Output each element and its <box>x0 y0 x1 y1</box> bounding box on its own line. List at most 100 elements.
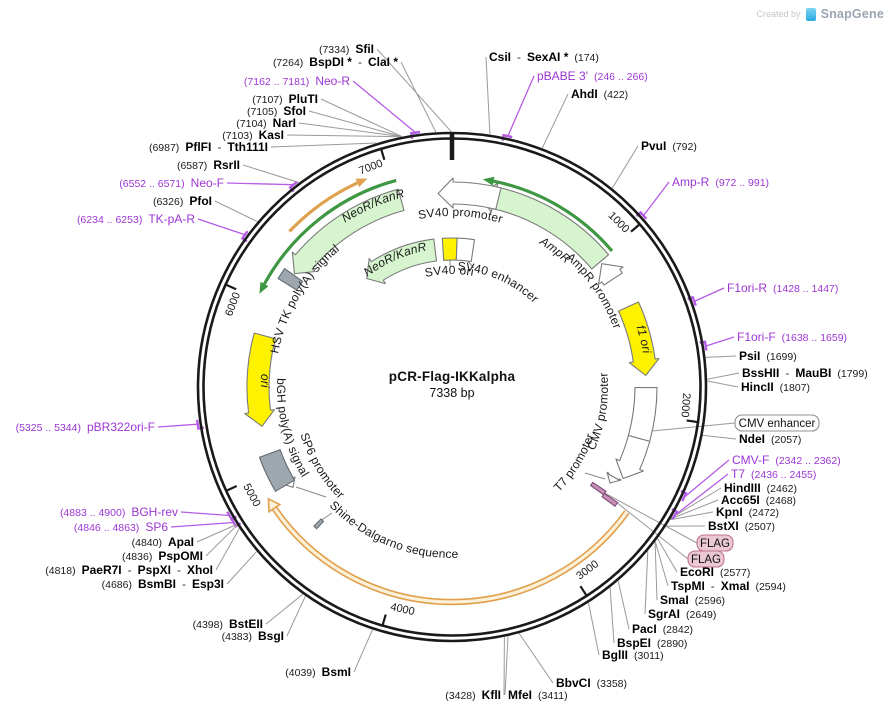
enzyme-label-bspei[interactable]: BspEI (2890) <box>617 636 687 650</box>
feature-flag[interactable] <box>589 481 607 496</box>
feature-flag[interactable] <box>601 492 619 507</box>
primer-label-cmv-f[interactable]: CMV-F (2342 .. 2362) <box>732 453 841 467</box>
enzyme-label-pvui[interactable]: PvuI (792) <box>641 139 697 153</box>
feature-neor-kanr-inner[interactable] <box>366 238 438 285</box>
feature-ori[interactable] <box>244 332 277 427</box>
enzyme-label-kfli[interactable]: (3428) KflI <box>445 688 501 702</box>
feature-bgh-poly-a-signal[interactable] <box>258 448 296 493</box>
enzyme-label-bstxi[interactable]: BstXI (2507) <box>708 519 775 533</box>
primer-label-pbabe-3-[interactable]: pBABE 3' (246 .. 266) <box>537 69 648 83</box>
feature-hsv-tk-poly-a-signal[interactable] <box>277 267 304 291</box>
cmv-enhancer-label-box[interactable] <box>734 414 820 432</box>
primer-label-sp6[interactable]: (4846 .. 4863) SP6 <box>74 520 168 534</box>
feature-t7-promoter[interactable] <box>606 471 622 484</box>
feature-sv40-ori[interactable] <box>441 237 458 261</box>
leader-line-paer7i-pspxi-xhoi <box>215 528 240 571</box>
enzyme-label-bsmbi-esp3i[interactable]: (4686) BsmBI - Esp3I <box>102 577 224 591</box>
leader-line-csii-sexai- <box>485 56 491 135</box>
feature-f1-ori[interactable] <box>617 301 660 377</box>
boxed-label-leader-line <box>598 489 698 544</box>
snapgene-brand-text: SnapGene <box>820 7 884 21</box>
feature-label-ori[interactable]: ori <box>258 374 272 388</box>
enzyme-label-hincii[interactable]: HincII (1807) <box>741 380 810 394</box>
enzyme-label-sfii[interactable]: (7334) SfiI <box>319 42 374 56</box>
primer-label-amp-r[interactable]: Amp-R (972 .. 991) <box>672 175 769 189</box>
enzyme-label-csii-sexai-[interactable]: CsiI - SexAI * (174) <box>489 50 599 64</box>
leader-line-bgh-rev <box>180 511 230 517</box>
enzyme-label-apai[interactable]: (4840) ApaI <box>132 535 194 549</box>
enzyme-label-bbvci[interactable]: BbvCI (3358) <box>556 676 627 690</box>
enzyme-label-kpni[interactable]: KpnI (2472) <box>716 505 779 519</box>
enzyme-label-ahdi[interactable]: AhdI (422) <box>571 87 628 101</box>
primer-site-tick <box>240 230 249 243</box>
features <box>244 176 660 606</box>
feature-orf-neor[interactable] <box>262 178 397 285</box>
feature-sv40-promoter[interactable] <box>437 177 502 210</box>
primer-label-pbr322ori-f[interactable]: (5325 .. 5344) pBR322ori-F <box>16 420 155 434</box>
primer-site-tick <box>680 489 688 502</box>
enzyme-label-pluti[interactable]: (7107) PluTI <box>252 92 318 106</box>
leader-line-smai <box>654 541 658 601</box>
enzyme-label-smai[interactable]: SmaI (2596) <box>660 593 725 607</box>
leader-line-bspdi-clai- <box>400 61 437 133</box>
flag-tag-label-2-box[interactable] <box>687 550 725 568</box>
leader-line-bsshii-maubi <box>707 372 740 380</box>
primer-label-neo-f[interactable]: (6552 .. 6571) Neo-F <box>119 176 224 190</box>
primer-label-bgh-rev[interactable]: (4883 .. 4900) BGH-rev <box>60 505 178 519</box>
primer-label-f1ori-r[interactable]: F1ori-R (1428 .. 1447) <box>727 281 838 295</box>
leader-line-f1ori-r <box>694 287 725 302</box>
cmv-enhancer-label-text: CMV enhancer <box>739 418 816 430</box>
primer-site-tick <box>699 340 708 351</box>
feature-orf-ampr[interactable] <box>493 179 614 253</box>
enzyme-label-bsmi[interactable]: (4039) BsmI <box>285 665 351 679</box>
scale-tick-1000 <box>630 223 641 233</box>
primer-label-tk-pa-r[interactable]: (6234 .. 6253) TK-pA-R <box>77 212 195 226</box>
enzyme-label-sgrai[interactable]: SgrAI (2649) <box>648 607 716 621</box>
leader-line-ecori <box>657 538 678 573</box>
leader-line-paci <box>617 580 630 630</box>
feature-label-t7-promoter[interactable]: T7 promoter <box>551 431 597 494</box>
enzyme-label-bsshii-maubi[interactable]: BssHII - MauBI (1799) <box>742 366 868 380</box>
scale-tick-5000 <box>226 485 238 492</box>
leader-line-f1ori-f <box>705 336 735 347</box>
enzyme-label-hindiii[interactable]: HindIII (2462) <box>724 481 797 495</box>
scale-tick-2000 <box>686 419 698 424</box>
leader-line-sp6 <box>170 521 234 528</box>
enzyme-label-bsgi[interactable]: (4383) BsgI <box>222 629 284 643</box>
enzyme-label-bsteii[interactable]: (4398) BstEII <box>193 617 263 631</box>
enzyme-label-rsrii[interactable]: (6587) RsrII <box>177 158 240 172</box>
leader-line-ndei <box>702 434 737 440</box>
feature-cmv-enhancer[interactable] <box>627 386 658 443</box>
enzyme-label-ndei[interactable]: NdeI (2057) <box>739 432 801 446</box>
enzyme-label-pfoi[interactable]: (6326) PfoI <box>153 194 212 208</box>
feature-sv40-enhancer[interactable] <box>455 237 476 263</box>
enzyme-label-tspmi-xmai[interactable]: TspMI - XmaI (2594) <box>671 579 786 593</box>
enzyme-label-nari[interactable]: (7104) NarI <box>236 116 296 130</box>
primer-label-t7[interactable]: T7 (2436 .. 2455) <box>731 467 816 481</box>
primer-label-f1ori-f[interactable]: F1ori-F (1638 .. 1659) <box>737 330 847 344</box>
feature-label-sv40-ori[interactable]: SV40 ori <box>424 263 475 280</box>
enzyme-label-mfei[interactable]: MfeI (3411) <box>508 688 568 702</box>
scale-tick-label-6000: 6000 <box>223 291 243 318</box>
enzyme-label-paci[interactable]: PacI (2842) <box>632 622 693 636</box>
enzyme-label-ecori[interactable]: EcoRI (2577) <box>680 565 750 579</box>
enzyme-label-sfoi[interactable]: (7105) SfoI <box>247 104 306 118</box>
enzyme-label-paer7i-pspxi-xhoi[interactable]: (4818) PaeR7I - PspXI - XhoI <box>45 563 213 577</box>
enzyme-label-pflfi-tth111i[interactable]: (6987) PflFI - Tth111I <box>149 140 268 154</box>
feature-orf-nw[interactable] <box>288 181 358 233</box>
enzyme-label-kasi[interactable]: (7103) KasI <box>222 128 284 142</box>
feature-ampr-promoter[interactable] <box>598 263 624 286</box>
enzyme-label-bglii[interactable]: BglII (3011) <box>602 648 664 662</box>
feature-neor-kanr[interactable] <box>291 188 405 275</box>
feature-cmv-prom[interactable] <box>615 434 651 480</box>
enzyme-label-acc65i[interactable]: Acc65I (2468) <box>721 493 796 507</box>
primer-label-neo-r[interactable]: (7162 .. 7181) Neo-R <box>244 74 350 88</box>
leader-line-bspei <box>609 587 615 644</box>
feature-shine-dalgarno-marker[interactable] <box>313 518 325 530</box>
enzyme-label-pspomi[interactable]: (4836) PspOMI <box>122 549 203 563</box>
enzyme-label-psii[interactable]: PsiI (1699) <box>739 349 797 363</box>
enzyme-label-bspdi-clai-[interactable]: (7264) BspDI * - ClaI * <box>273 55 398 69</box>
feature-label-shine-dalgarno-sequence[interactable]: Shine-Dalgarno sequence <box>327 498 459 561</box>
leader-line-bsgi <box>286 595 306 637</box>
